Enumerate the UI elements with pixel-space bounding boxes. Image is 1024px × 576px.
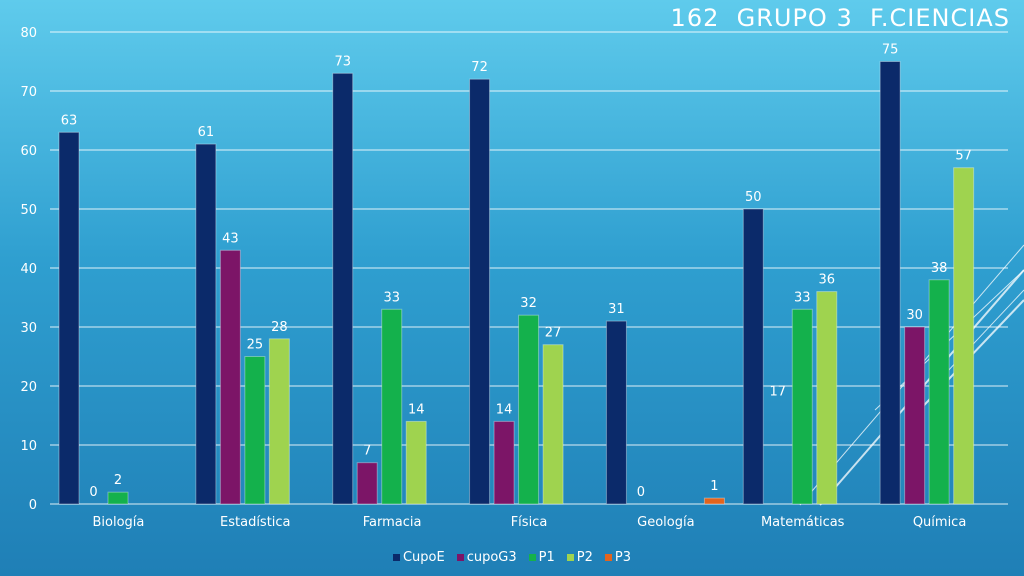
- legend-item: P3: [605, 550, 631, 565]
- data-label: 73: [334, 54, 351, 69]
- data-label: 2: [114, 473, 122, 488]
- legend-label: P1: [539, 550, 555, 565]
- bar: [880, 62, 900, 505]
- bar: [59, 132, 79, 504]
- bar: [743, 209, 763, 504]
- data-label: 36: [819, 273, 836, 288]
- bars: [59, 62, 974, 505]
- bar: [792, 309, 812, 504]
- data-label: 31: [608, 302, 625, 317]
- legend-swatch: [393, 554, 400, 561]
- bar: [333, 73, 353, 504]
- bar: [817, 292, 837, 504]
- legend-swatch: [567, 554, 574, 561]
- legend-item: P2: [567, 550, 593, 565]
- legend-item: cupoG3: [457, 550, 517, 565]
- legend-label: CupoE: [403, 550, 445, 565]
- legend-item: CupoE: [393, 550, 445, 565]
- bar: [519, 315, 539, 504]
- x-axis-ticks: Biología Estadística Farmacia Física Geologí…: [92, 515, 966, 530]
- bar: [220, 250, 240, 504]
- x-tick-label: Química: [913, 515, 966, 530]
- y-tick-label: 10: [20, 439, 37, 454]
- bar: [704, 498, 724, 504]
- legend-label: cupoG3: [467, 550, 517, 565]
- legend-swatch: [457, 554, 464, 561]
- x-tick-label: Estadística: [220, 515, 291, 530]
- bar: [357, 463, 377, 504]
- data-label: 0: [637, 485, 645, 500]
- data-label: 28: [271, 320, 288, 335]
- bar: [929, 280, 949, 504]
- bar: [494, 421, 514, 504]
- bar-chart: 01020304050607080 6302614325287373314721…: [0, 0, 1024, 576]
- bar: [954, 168, 974, 504]
- data-label: 32: [520, 296, 537, 311]
- data-label: 61: [198, 125, 215, 140]
- legend: CupoE cupoG3 P1 P2 P3: [0, 550, 1024, 565]
- data-label: 27: [545, 326, 562, 341]
- x-tick-label: Física: [511, 515, 548, 530]
- y-tick-label: 30: [20, 321, 37, 336]
- bar: [470, 79, 490, 504]
- data-label: 0: [89, 485, 97, 500]
- bar: [382, 309, 402, 504]
- data-label: 57: [955, 149, 972, 164]
- data-label: 33: [794, 290, 811, 305]
- bar: [905, 327, 925, 504]
- data-label: 75: [882, 43, 899, 58]
- bar: [245, 357, 265, 505]
- legend-swatch: [529, 554, 536, 561]
- x-tick-label: Geología: [637, 515, 694, 530]
- y-tick-label: 70: [20, 85, 37, 100]
- bar: [196, 144, 216, 504]
- bar: [108, 492, 128, 504]
- x-tick-label: Biología: [92, 515, 144, 530]
- legend-label: P2: [577, 550, 593, 565]
- data-label: 43: [222, 231, 239, 246]
- y-tick-label: 50: [20, 203, 37, 218]
- y-tick-label: 20: [20, 380, 37, 395]
- data-label: 1: [710, 479, 718, 494]
- data-label: 50: [745, 190, 762, 205]
- data-label: 30: [906, 308, 923, 323]
- data-label: 63: [61, 113, 78, 128]
- bar: [543, 345, 563, 504]
- data-label: 33: [383, 290, 400, 305]
- legend-label: P3: [615, 550, 631, 565]
- data-label: 72: [471, 60, 488, 75]
- y-tick-label: 80: [20, 26, 37, 41]
- data-label: 38: [931, 261, 948, 276]
- y-tick-label: 40: [20, 262, 37, 277]
- bar: [606, 321, 626, 504]
- data-label: 14: [496, 402, 513, 417]
- y-tick-label: 0: [29, 498, 37, 513]
- data-label: 7: [363, 444, 371, 459]
- legend-item: P1: [529, 550, 555, 565]
- data-label: 14: [408, 402, 425, 417]
- data-label: 25: [247, 338, 264, 353]
- y-tick-label: 60: [20, 144, 37, 159]
- chart-title: 162 GRUPO 3 F.CIENCIAS: [671, 4, 1010, 32]
- data-label: 17: [770, 385, 787, 400]
- bar: [406, 421, 426, 504]
- bar: [269, 339, 289, 504]
- y-axis-ticks: 0 10 20 30 40 50 60 70 80: [20, 26, 37, 513]
- x-tick-label: Matemáticas: [761, 515, 845, 530]
- x-tick-label: Farmacia: [363, 515, 422, 530]
- legend-swatch: [605, 554, 612, 561]
